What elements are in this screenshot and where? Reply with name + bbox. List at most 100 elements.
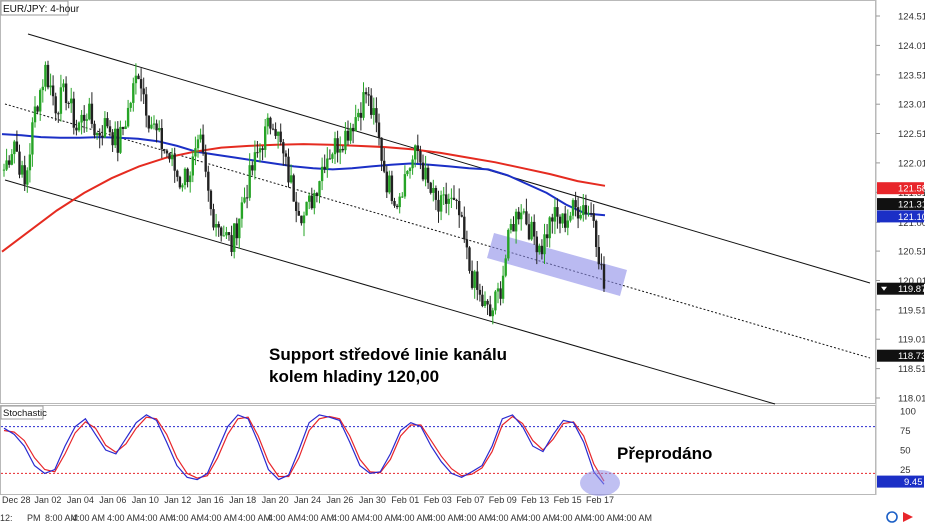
- candle: [351, 123, 355, 144]
- stochastic-pane[interactable]: [0, 405, 876, 495]
- candle: [313, 189, 316, 215]
- candle: [530, 216, 533, 241]
- candle: [602, 256, 606, 292]
- candle: [163, 148, 166, 154]
- candle: [383, 148, 386, 174]
- stochastic-tick-label: 100: [900, 407, 916, 418]
- candle: [80, 110, 83, 135]
- date-tick-label: Jan 10: [132, 495, 159, 505]
- candle: [561, 213, 564, 228]
- candle: [85, 113, 88, 132]
- candle: [103, 111, 107, 139]
- candle: [23, 155, 26, 191]
- candle: [478, 283, 482, 302]
- time-tick-label: 4:00 AM: [171, 513, 204, 523]
- date-tick-label: Jan 30: [359, 495, 386, 505]
- date-tick-label: Feb 09: [489, 495, 517, 505]
- candle: [424, 155, 427, 187]
- candle: [509, 218, 513, 234]
- support-annotation-line1: Support středové linie kanálu: [269, 345, 507, 364]
- time-tick-label: 4:00 AM: [491, 513, 524, 523]
- candle: [398, 193, 401, 214]
- candle: [59, 74, 63, 122]
- date-tick-label: Feb 07: [456, 495, 484, 505]
- candle: [212, 203, 215, 231]
- date-tick-label: Feb 13: [521, 495, 549, 505]
- candle: [556, 198, 559, 229]
- stochastic-axis-ticks: 100 75 50 259.45: [877, 407, 924, 488]
- candle: [295, 192, 298, 223]
- candle: [375, 97, 378, 133]
- candle: [142, 77, 145, 104]
- time-tick-label: 4:00 AM: [238, 513, 271, 523]
- candle: [116, 121, 119, 162]
- candle: [380, 137, 383, 171]
- candle: [600, 253, 603, 270]
- price-tick-label: 120.51: [898, 247, 925, 258]
- candle: [489, 295, 492, 317]
- candle: [558, 214, 562, 234]
- candle: [543, 223, 546, 264]
- candle: [569, 211, 572, 223]
- price-tick-label: 122.01: [898, 158, 925, 169]
- candle: [326, 147, 329, 178]
- candle: [287, 148, 290, 188]
- price-tick-label: 123.01: [898, 100, 925, 111]
- date-tick-label: Jan 02: [34, 495, 61, 505]
- candle: [126, 99, 130, 128]
- candle: [429, 181, 432, 195]
- date-tick-label: Jan 24: [294, 495, 321, 505]
- candle: [406, 170, 409, 177]
- candle: [494, 290, 497, 315]
- candle: [302, 211, 306, 237]
- candle: [168, 152, 171, 163]
- candle: [108, 120, 112, 137]
- oversold-highlight: [580, 470, 620, 496]
- candle: [248, 153, 251, 201]
- arrow-icon[interactable]: [903, 512, 913, 522]
- link-icon[interactable]: [886, 511, 898, 523]
- candle: [111, 129, 114, 152]
- candle: [51, 75, 55, 106]
- corner-icons: [886, 511, 913, 523]
- candle: [533, 214, 536, 245]
- candle: [134, 63, 138, 95]
- candle: [504, 254, 507, 278]
- candle: [245, 184, 249, 209]
- candle: [390, 170, 394, 205]
- date-tick-label: Jan 16: [197, 495, 224, 505]
- candle: [222, 225, 225, 237]
- candle: [499, 281, 502, 306]
- candle: [186, 167, 189, 188]
- candle: [207, 165, 210, 202]
- candle: [160, 119, 163, 159]
- candle: [181, 183, 184, 192]
- candle: [93, 120, 96, 139]
- candle: [496, 282, 500, 304]
- candle: [512, 216, 515, 232]
- candle: [551, 213, 554, 234]
- candle: [416, 134, 419, 164]
- candle: [455, 198, 458, 210]
- candle: [129, 101, 132, 112]
- candle: [189, 171, 192, 193]
- candle: [395, 203, 399, 210]
- candle: [310, 187, 313, 210]
- candle: [258, 143, 262, 163]
- channel-upper-line: [27, 33, 871, 284]
- candle: [589, 202, 593, 217]
- candle: [491, 307, 494, 325]
- candle: [426, 164, 430, 189]
- candle: [564, 206, 567, 233]
- candle: [5, 148, 8, 171]
- candle: [227, 232, 231, 241]
- candle: [535, 231, 538, 265]
- candle: [139, 68, 143, 102]
- candle: [137, 73, 140, 80]
- candle: [421, 154, 425, 182]
- candle: [119, 120, 122, 154]
- candle: [411, 155, 414, 175]
- stochastic-label-box: Stochastic: [0, 405, 47, 420]
- candle: [150, 116, 153, 130]
- date-tick-label: Jan 12: [164, 495, 191, 505]
